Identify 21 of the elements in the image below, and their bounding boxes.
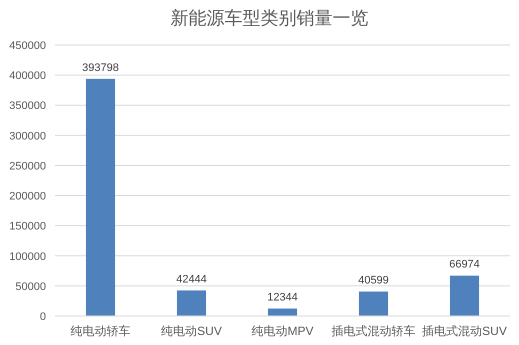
y-tick-label: 450000 bbox=[9, 40, 46, 52]
data-label: 42444 bbox=[176, 273, 207, 286]
y-tick-label: 100000 bbox=[9, 250, 46, 263]
y-tick-label: 400000 bbox=[9, 70, 46, 82]
y-tick-label: 250000 bbox=[9, 160, 46, 172]
data-label: 66974 bbox=[449, 258, 480, 271]
y-tick-label: 200000 bbox=[9, 190, 46, 203]
data-label: 12344 bbox=[267, 292, 298, 304]
x-tick-label: 纯电动轿车 bbox=[70, 324, 130, 338]
x-tick-label: 纯电动MPV bbox=[251, 324, 314, 338]
y-tick-label: 0 bbox=[40, 311, 46, 323]
y-tick-label: 350000 bbox=[9, 100, 46, 112]
data-label: 40599 bbox=[358, 274, 389, 287]
y-tick-label: 150000 bbox=[9, 220, 46, 233]
chart-title: 新能源车型类别销量一览 bbox=[170, 8, 368, 28]
data-label: 393798 bbox=[82, 62, 119, 74]
x-tick-label: 纯电动SUV bbox=[161, 324, 222, 338]
x-tick-label: 插电式混动SUV bbox=[422, 324, 507, 338]
y-tick-label: 50000 bbox=[15, 280, 46, 293]
y-tick-label: 300000 bbox=[9, 130, 46, 142]
x-tick-label: 插电式混动轿车 bbox=[332, 324, 416, 338]
